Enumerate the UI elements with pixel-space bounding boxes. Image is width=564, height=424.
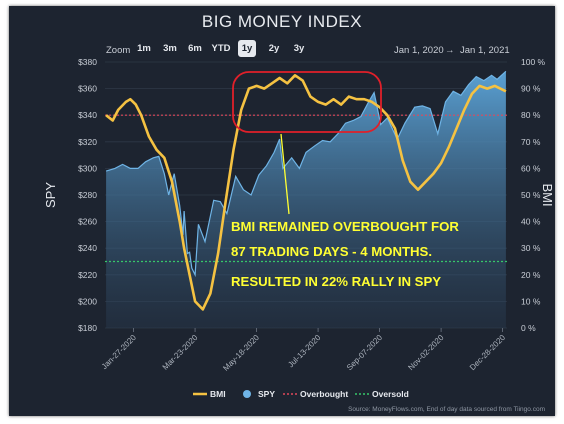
y-left-tick-label: $200 [78,296,97,306]
chart-panel: BIG MONEY INDEX Zoom 1m 3m 6m YTD 1y 2y … [9,6,555,416]
y-right-tick-label: 10 % [521,296,541,306]
y-right-axis-title: BMI [540,183,555,206]
x-tick-label: Sep-07-2020 [345,333,384,372]
annotation-text-line: BMI REMAINED OVERBOUGHT FOR [231,219,459,234]
y-left-tick-label: $300 [78,163,97,173]
y-left-tick-label: $380 [78,57,97,67]
y-left-tick-label: $340 [78,110,97,120]
spy-area [106,71,506,329]
zoom-button-3m[interactable]: 3m [163,43,177,54]
chart-title: BIG MONEY INDEX [201,12,363,31]
y-left-tick-label: $260 [78,217,97,227]
y-right-tick-label: 30 % [521,243,541,253]
y-left-tick-label: $320 [78,137,97,147]
x-tick-label: Dec-28-2020 [468,333,507,372]
zoom-button-3y[interactable]: 3y [293,43,305,54]
annotation-text-line: 87 TRADING DAYS - 4 MONTHS. [231,244,432,259]
source-note: Source: MoneyFlows.com, End of day data … [348,406,545,413]
y-left-tick-label: $220 [78,270,97,280]
y-right-tick-label: 100 % [521,57,546,67]
y-right-tick-label: 40 % [521,217,541,227]
range-from[interactable]: Jan 1, 2020 [394,45,444,56]
legend-label-bmi: BMI [210,389,226,399]
zoom-label: Zoom [106,45,131,56]
y-left-tick-label: $180 [78,323,97,333]
zoom-button-1m[interactable]: 1m [137,43,151,54]
annotation-pointer [280,133,290,215]
y-left-tick-label: $280 [78,190,97,200]
range-arrow-icon: → [445,45,455,56]
y-right-tick-label: 70 % [521,137,541,147]
y-right-tick-label: 50 % [521,190,541,200]
x-tick-label: Jul-13-2020 [286,333,323,370]
overbought-highlight-ellipse [232,71,382,133]
legend-swatch-spy [243,390,251,398]
y-right-tick-label: 20 % [521,270,541,280]
zoom-button-ytd[interactable]: YTD [211,43,231,54]
x-tick-label: Jan-27-2020 [100,333,139,372]
spy-series-line [105,70,507,278]
legend-label-oversold: Oversold [372,389,409,399]
range-to[interactable]: Jan 1, 2021 [460,45,510,56]
y-right-tick-label: 60 % [521,163,541,173]
x-tick-label: Nov-02-2020 [406,333,445,372]
annotation-text-line: RESULTED IN 22% RALLY IN SPY [231,274,441,289]
bmi-series-line [105,74,507,311]
zoom-button-2y[interactable]: 2y [268,43,280,54]
x-tick-label: Mar-23-2020 [161,333,200,372]
y-left-tick-label: $240 [78,243,97,253]
zoom-button-1y[interactable]: 1y [238,40,256,57]
y-right-tick-label: 80 % [521,110,541,120]
y-right-tick-label: 0 % [521,323,536,333]
zoom-button-6m[interactable]: 6m [188,43,202,54]
y-left-tick-label: $360 [78,84,97,94]
chart-svg: $180 0 % $200 10 % $220 20 % $240 30 % $260 40 % $… [43,57,555,399]
legend-label-overbought: Overbought [300,389,348,399]
legend-label-spy: SPY [258,389,275,399]
y-left-axis-title: SPY [43,182,58,208]
y-right-tick-label: 90 % [521,84,541,94]
x-tick-label: May-18-2020 [221,333,261,373]
